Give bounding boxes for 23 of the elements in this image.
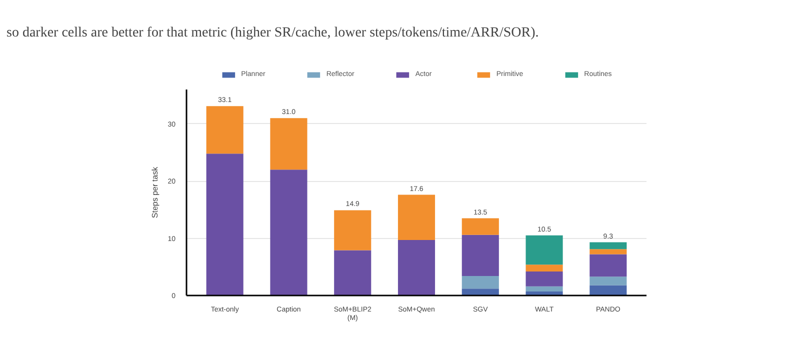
bar [526, 235, 563, 265]
bar [590, 285, 627, 296]
bar [334, 250, 372, 296]
bar [462, 276, 499, 289]
bar [590, 276, 627, 286]
bar [590, 242, 627, 250]
bar [590, 254, 627, 277]
bar [526, 264, 563, 272]
bar [526, 286, 563, 292]
bar [462, 218, 499, 235]
bar [462, 234, 499, 276]
bar [206, 106, 244, 154]
bar [270, 170, 308, 296]
bar [398, 240, 436, 296]
bar [590, 249, 627, 254]
bar [462, 288, 499, 296]
bar [206, 154, 244, 296]
bar [398, 194, 436, 240]
bar [270, 118, 308, 170]
bar [526, 271, 563, 286]
y-axis-title: Steps per task [150, 166, 160, 218]
bar [334, 210, 372, 250]
text: so darker cells are better for that metric (higher SR/cache, lower steps/tokens/time/ARR/SOR). [6, 26, 539, 40]
